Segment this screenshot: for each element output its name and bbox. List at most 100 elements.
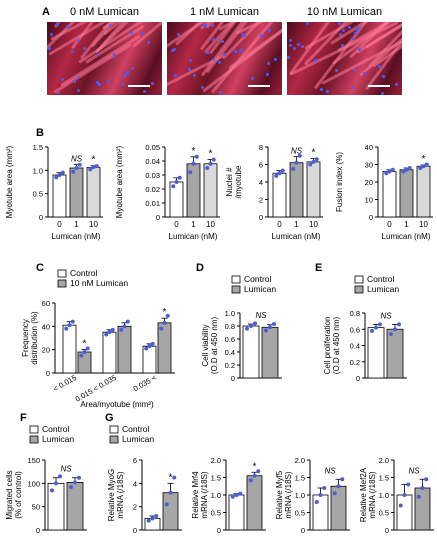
y-axis-label: Cell viability (201, 324, 210, 366)
data-point (389, 332, 393, 337)
y-tick-label: 0 (369, 213, 373, 222)
chart-g-myog: 0 2 4 6 Relative MyoG mRNA (/18S) * ControlLumi… (107, 424, 182, 535)
nucleus-dot (314, 58, 318, 62)
nucleus-dot (292, 46, 296, 50)
bar (306, 161, 321, 218)
y-tick-label: 0.6 (225, 335, 235, 344)
nucleus-dot (126, 70, 130, 74)
y-axis-label: Relative MyoG (107, 469, 116, 521)
y-tick-label: 1.0 (33, 166, 43, 175)
nucleus-dot (96, 80, 100, 84)
nucleus-dot (240, 32, 244, 36)
nucleus-dot (76, 38, 80, 42)
y-tick-label: 6 (259, 161, 263, 170)
nucleus-dot (288, 39, 292, 43)
y-axis-label: (% of control) (14, 471, 23, 519)
y-tick-label: 0.8 (350, 309, 360, 318)
bar (86, 167, 101, 218)
data-point (322, 486, 327, 490)
nucleus-dot (76, 88, 80, 92)
data-point (277, 171, 282, 176)
y-tick-label: 1.5 (33, 143, 43, 152)
significance-label: * (422, 154, 426, 165)
nucleus-dot (77, 75, 81, 79)
nucleus-dot (267, 29, 271, 33)
nucleus-dot (193, 73, 197, 77)
bar (242, 325, 260, 379)
chart-g-mef2a: 0 0.5 1.0 1.5 2.0 Relative Mef2A mRNA (/18S) NS (359, 456, 434, 535)
y-axis-label: (O.D at 450 nm) (210, 316, 219, 374)
panel-label-f: F (20, 412, 27, 424)
y-tick-label: 0 (133, 526, 137, 535)
data-point (252, 473, 257, 478)
data-point (393, 327, 397, 332)
nucleus-dot (176, 33, 180, 37)
data-point (54, 481, 58, 486)
data-point (264, 328, 268, 333)
data-point (177, 175, 182, 180)
x-axis-label: Lumican (nM) (272, 232, 321, 241)
y-tick-label: 0.2 (225, 361, 235, 370)
legend-swatch (354, 285, 364, 294)
data-point (91, 165, 96, 170)
nucleus-dot (221, 39, 225, 43)
data-point (297, 153, 302, 158)
data-point (245, 326, 249, 331)
data-point (424, 477, 429, 482)
bar (396, 494, 413, 531)
data-point (406, 482, 411, 487)
nucleus-dot (338, 22, 342, 26)
bar (399, 169, 414, 218)
data-point (248, 478, 253, 483)
data-point (119, 327, 124, 332)
data-point (249, 324, 253, 328)
data-point (165, 313, 170, 318)
data-point (77, 162, 82, 167)
nucleus-dot (98, 83, 102, 87)
data-point (311, 159, 316, 164)
nucleus-dot (289, 43, 293, 47)
y-axis-label: Myotube area (mm²) (115, 145, 124, 218)
data-point (401, 169, 406, 174)
data-point (336, 484, 341, 489)
data-point (110, 327, 115, 332)
nucleus-dot (56, 23, 60, 27)
data-point (280, 168, 285, 173)
nucleus-dot (338, 32, 342, 36)
nucleus-dot (381, 91, 385, 95)
y-axis-label: /myotube (234, 165, 243, 198)
data-point (421, 164, 426, 169)
nucleus-dot (274, 58, 278, 61)
y-tick-label: 1.5 (211, 474, 221, 483)
data-point (332, 491, 337, 496)
data-point (159, 326, 164, 331)
y-axis-label: mRNA (/18S) (284, 471, 293, 518)
nucleus-dot (305, 22, 309, 26)
legend-label: Control (367, 274, 395, 284)
nucleus-dot (173, 73, 177, 77)
nucleus-dot (47, 47, 51, 51)
nucleus-dot (107, 80, 111, 84)
nucleus-dot (170, 49, 174, 53)
nucleus-dot (112, 52, 116, 56)
data-point (416, 494, 421, 499)
data-point (208, 161, 213, 166)
nucleus-dot (72, 80, 76, 84)
micrograph-label-10nm: 10 nM Lumican (306, 6, 383, 18)
y-tick-label: 10 (365, 196, 373, 205)
nucleus-dot (265, 72, 269, 76)
data-point (387, 169, 392, 174)
data-point (374, 325, 378, 330)
nucleus-dot (210, 24, 214, 28)
x-tick-label: 10 (419, 220, 428, 229)
y-tick-label: 0 (385, 526, 389, 535)
data-point (314, 157, 319, 162)
nucleus-dot (325, 90, 329, 94)
bar (228, 494, 245, 531)
nucleus-dot (234, 49, 238, 53)
y-tick-label: 4 (259, 178, 263, 187)
nucleus-dot (130, 66, 134, 70)
data-point (191, 161, 196, 166)
data-point (268, 325, 272, 330)
data-point (274, 173, 279, 178)
